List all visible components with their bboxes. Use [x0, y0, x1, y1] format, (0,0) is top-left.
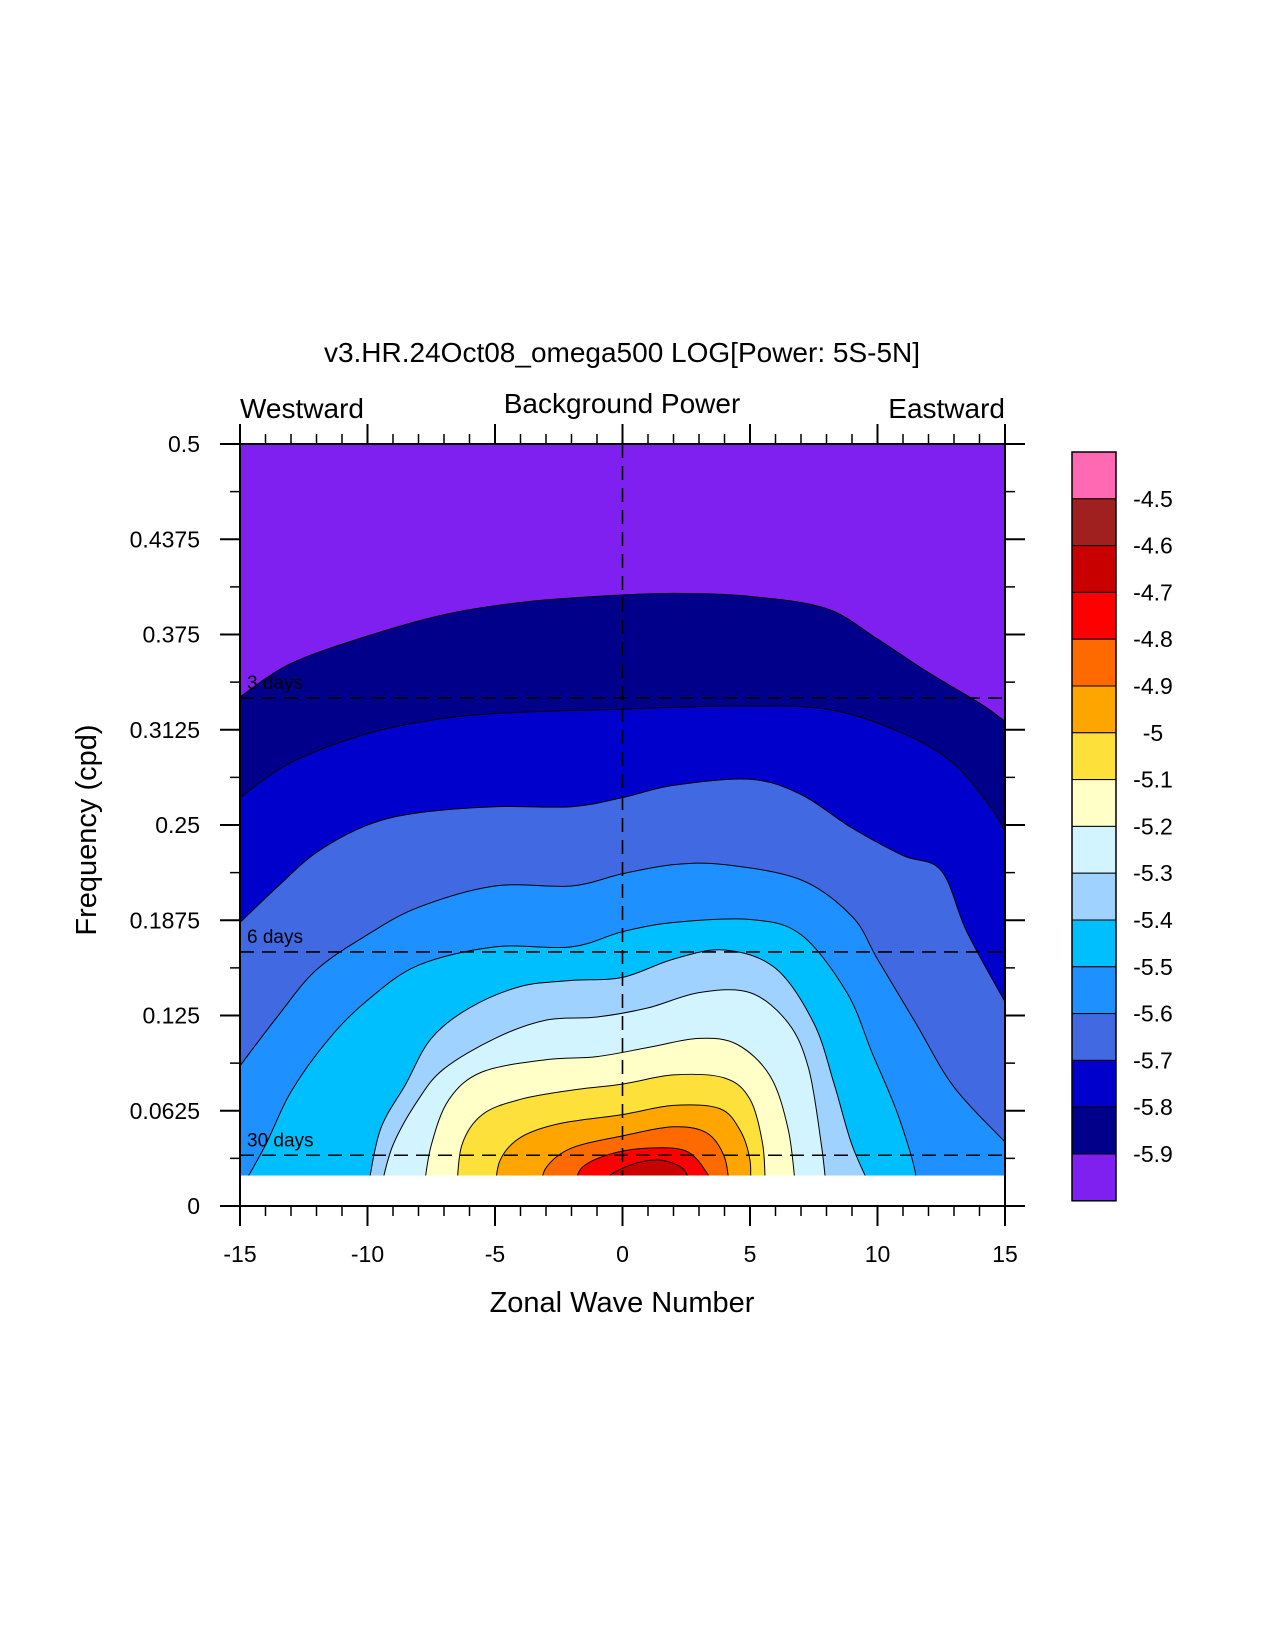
contour-band--4.7: [609, 1159, 688, 1176]
colorbar-label: -5.2: [1133, 813, 1173, 839]
subtitle-right: Eastward: [888, 393, 1005, 424]
y-tick-label: 0.375: [142, 622, 200, 648]
colorbar: -4.5 -4.6 -4.7 -4.8 -4.9 -5 -5.1 -5.2 -5.3 -5.4 -5…: [1071, 451, 1173, 1202]
colorbar-label: -5.7: [1133, 1047, 1173, 1073]
colorbar-label: -4.9: [1133, 673, 1173, 699]
colorbar-box: [1071, 451, 1117, 500]
plot-area: 3 days 6 days 30 days: [240, 444, 1005, 1176]
colorbar-box: [1071, 779, 1117, 827]
subtitle-left: Westward: [240, 393, 364, 424]
colorbar-box: [1071, 1106, 1117, 1155]
colorbar-box: [1071, 872, 1117, 921]
x-tick-label: -5: [485, 1241, 505, 1267]
y-tick-label: 0.125: [142, 1003, 200, 1029]
period-label: 30 days: [247, 1130, 314, 1151]
colorbar-label: -5.1: [1133, 767, 1173, 793]
chart-title: v3.HR.24Oct08_omega500 LOG[Power: 5S-5N]: [324, 337, 920, 368]
colorbar-label: -5.9: [1133, 1141, 1173, 1167]
colorbar-label: -5.6: [1133, 1001, 1173, 1027]
colorbar-label: -4.8: [1133, 626, 1173, 652]
colorbar-box: [1071, 545, 1117, 593]
colorbar-label: -5.4: [1133, 907, 1173, 933]
x-tick-label: 0: [616, 1241, 629, 1267]
colorbar-box: [1071, 1059, 1117, 1108]
y-tick-label: 0.25: [155, 812, 200, 838]
colorbar-box: [1071, 1153, 1117, 1202]
axes: -15 -10 -5 0 5 10 15 0 0.0625 0.125 0.1875 0.25 0.31…: [130, 424, 1025, 1267]
x-tick-label: -15: [223, 1241, 256, 1267]
period-label: 6 days: [247, 927, 303, 948]
y-tick-label: 0.3125: [130, 717, 200, 743]
colorbar-box: [1071, 966, 1117, 1015]
period-label: 3 days: [247, 673, 303, 694]
colorbar-label: -5.3: [1133, 860, 1173, 886]
y-tick-label: 0: [187, 1193, 200, 1219]
colorbar-box: [1071, 732, 1117, 781]
y-tick-label: 0.1875: [130, 907, 200, 933]
colorbar-label: -4.7: [1133, 579, 1173, 605]
colorbar-label: -4.5: [1133, 486, 1173, 512]
x-tick-label: 5: [744, 1241, 757, 1267]
colorbar-box: [1071, 685, 1117, 734]
colorbar-box: [1071, 1013, 1117, 1061]
x-tick-label: 15: [992, 1241, 1018, 1267]
y-tick-label: 0.5: [168, 431, 200, 457]
colorbar-label: -4.6: [1133, 533, 1173, 559]
colorbar-box: [1071, 638, 1117, 687]
y-axis-label: Frequency (cpd): [71, 724, 103, 935]
y-tick-label: 0.4375: [130, 526, 200, 552]
colorbar-label: -5.5: [1133, 954, 1173, 980]
x-tick-label: -10: [351, 1241, 384, 1267]
colorbar-label: -5.8: [1133, 1094, 1173, 1120]
colorbar-frame: [1071, 451, 1117, 1202]
colorbar-label: -5: [1143, 720, 1163, 746]
y-tick-label: 0.0625: [130, 1098, 200, 1124]
colorbar-box: [1071, 591, 1117, 640]
x-tick-label: 10: [865, 1241, 891, 1267]
x-axis-label: Zonal Wave Number: [490, 1287, 755, 1319]
colorbar-box: [1071, 498, 1117, 547]
subtitle-center: Background Power: [504, 388, 741, 419]
colorbar-box: [1071, 825, 1117, 874]
colorbar-box: [1071, 919, 1117, 968]
